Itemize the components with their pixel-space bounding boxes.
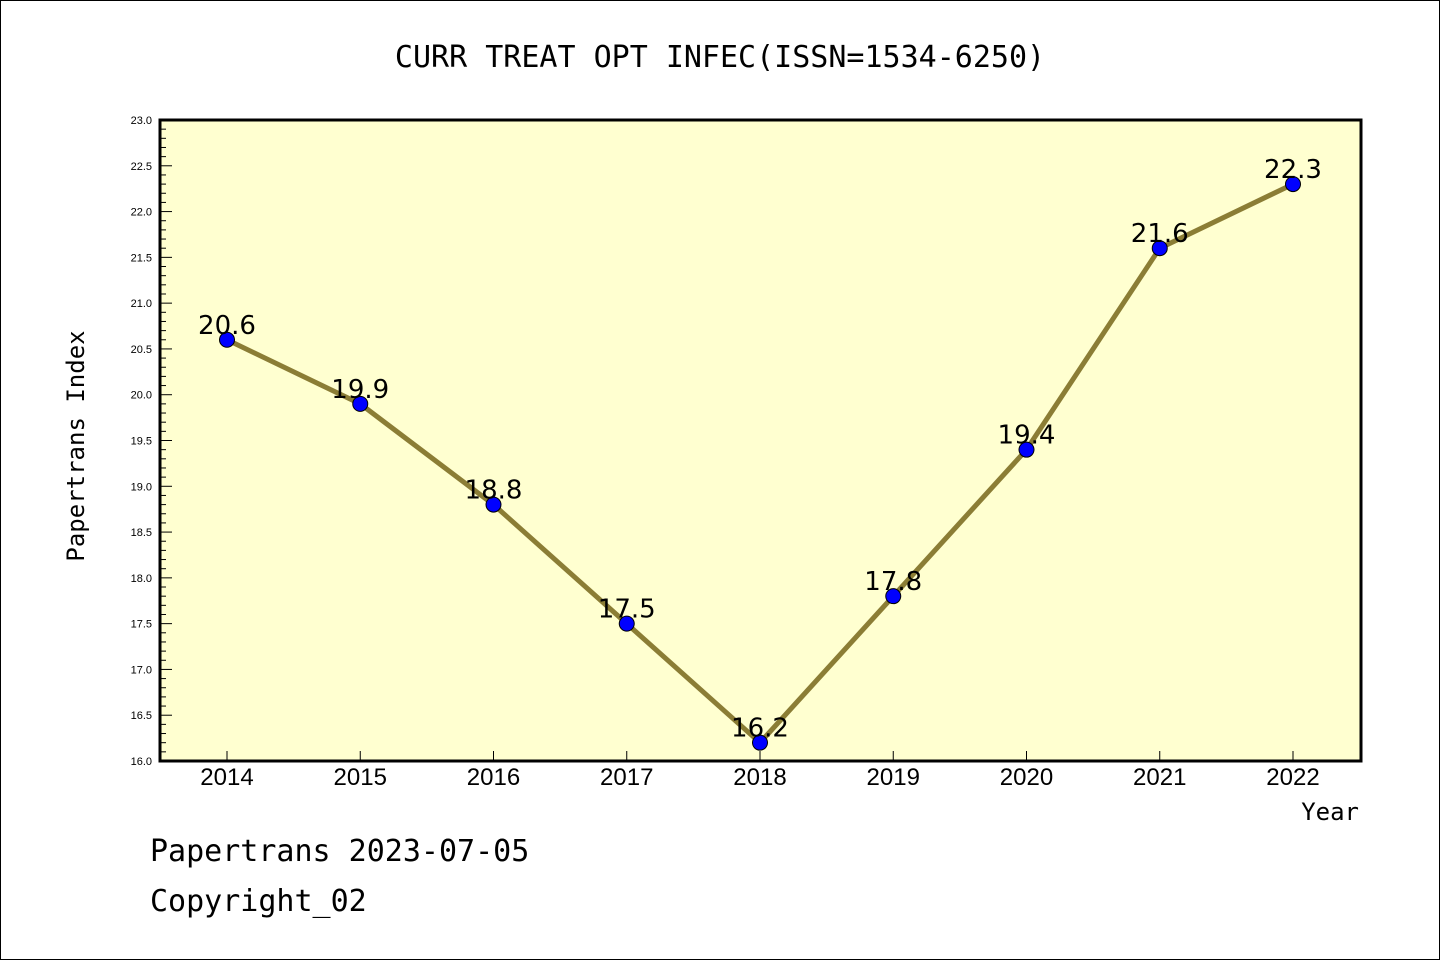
data-labels-group: 20.6 19.9 18.8 17.5 16.2 17.8 19.4 21.6 22.3 xyxy=(198,155,1322,744)
x-tick-label: 2016 xyxy=(467,764,520,791)
y-tick-label: 18.5 xyxy=(131,527,152,539)
data-point xyxy=(219,331,235,348)
y-tick-label: 16.5 xyxy=(131,710,152,722)
y-tick-label: 21.0 xyxy=(131,298,152,310)
data-point xyxy=(352,395,369,412)
x-axis: 2014 2015 2016 2017 2018 2019 2020 2021 2022 xyxy=(200,751,1320,791)
data-label: 17.5 xyxy=(598,595,656,625)
x-tick-label: 2018 xyxy=(733,764,786,791)
x-tick-label: 2014 xyxy=(200,764,253,791)
data-point xyxy=(752,734,768,751)
x-tick-label: 2020 xyxy=(1000,764,1053,791)
data-label: 18.8 xyxy=(465,476,523,506)
y-tick-label: 17.5 xyxy=(131,619,152,631)
y-tick-label: 20.0 xyxy=(131,390,152,402)
footer-copyright: Copyright_02 xyxy=(150,884,367,919)
y-tick-label: 22.5 xyxy=(131,161,152,173)
data-point xyxy=(1018,441,1035,458)
data-label: 19.9 xyxy=(331,375,389,405)
data-point xyxy=(1285,176,1301,193)
x-tick-label: 2015 xyxy=(334,764,387,791)
y-tick-label: 23.0 xyxy=(131,115,152,127)
data-point xyxy=(1151,240,1168,257)
data-label: 19.4 xyxy=(998,421,1056,451)
x-tick-label: 2021 xyxy=(1133,764,1186,791)
data-label: 22.3 xyxy=(1264,155,1322,185)
y-tick-label: 19.0 xyxy=(131,481,152,493)
data-label: 21.6 xyxy=(1131,219,1189,249)
data-point xyxy=(485,496,502,513)
y-tick-label: 21.5 xyxy=(131,252,152,264)
y-axis-label: Papertrans Index xyxy=(62,330,90,561)
footer-date: Papertrans 2023-07-05 xyxy=(150,834,530,869)
x-tick-label: 2019 xyxy=(867,764,920,791)
y-axis: 16.0 16.5 17.0 17.5 18.0 18.5 19.0 19.5 20.0 20.5… xyxy=(131,115,172,768)
y-tick-label: 18.0 xyxy=(131,573,152,585)
y-tick-label: 22.0 xyxy=(131,207,152,219)
x-tick-label: 2017 xyxy=(600,764,653,791)
chart-title: CURR TREAT OPT INFEC(ISSN=1534-6250) xyxy=(395,40,1045,75)
data-point xyxy=(618,615,635,632)
data-label: 17.8 xyxy=(864,567,922,597)
x-axis-label: Year xyxy=(1301,798,1359,826)
y-tick-label: 19.5 xyxy=(131,436,152,448)
y-tick-label: 16.0 xyxy=(131,756,152,768)
y-tick-label: 20.5 xyxy=(131,344,152,356)
y-tick-label: 17.0 xyxy=(131,664,152,676)
data-label: 16.2 xyxy=(731,714,789,744)
plot-area xyxy=(158,118,1363,763)
data-point xyxy=(885,588,902,605)
x-tick-label: 2022 xyxy=(1266,764,1319,791)
data-label: 20.6 xyxy=(198,311,256,341)
series-line-group xyxy=(219,176,1301,751)
